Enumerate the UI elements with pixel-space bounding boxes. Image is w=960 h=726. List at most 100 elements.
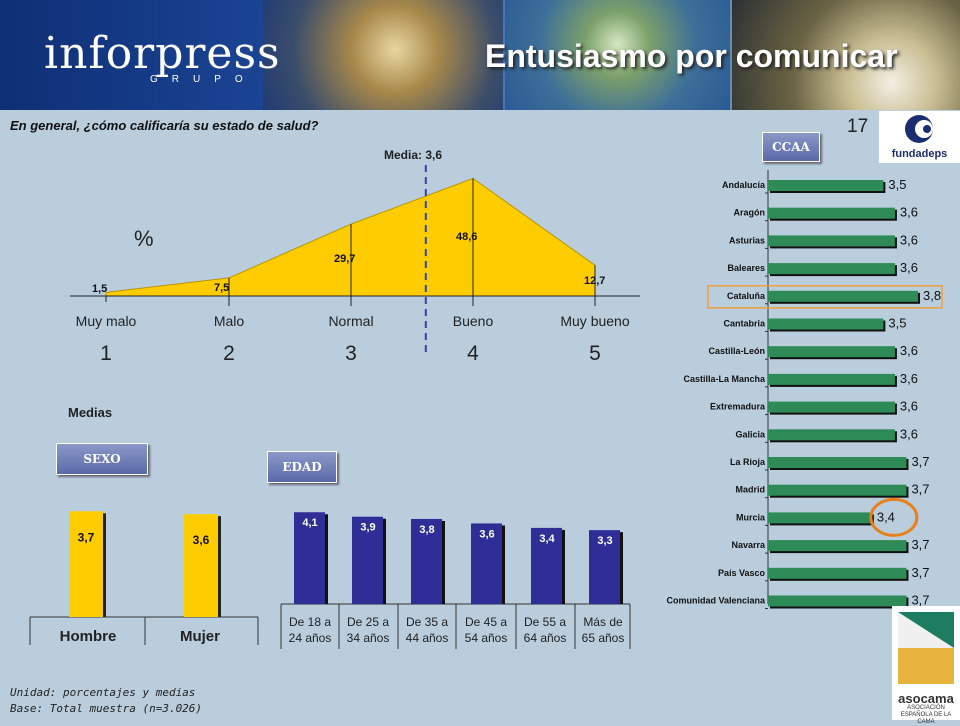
ccaa-category-label: Castilla-León [708, 346, 765, 356]
header-photo-seedling-1 [263, 0, 503, 110]
area-category-label: Bueno [453, 313, 494, 329]
edad-category-label: Más de [583, 615, 623, 629]
header-banner: inforpress GRUPO Entusiasmo por comunica… [0, 0, 960, 110]
edad-value-label: 4,1 [302, 517, 317, 529]
edad-bar [352, 516, 383, 604]
area-score-label: 5 [589, 342, 601, 365]
area-category-label: Normal [328, 313, 373, 329]
mean-label: Media: 3,6 [384, 148, 442, 162]
question-text: En general, ¿cómo calificaría su estado … [10, 118, 319, 133]
ccaa-value-label: 3,6 [900, 260, 918, 275]
ccaa-category-label: Cantabria [723, 319, 766, 329]
asocama-logo-mark [898, 612, 954, 684]
ccaa-bar [768, 567, 907, 579]
edad-category-label: De 45 a [465, 615, 507, 629]
ccaa-value-label: 3,6 [900, 426, 918, 441]
area-value-label: 1,5 [92, 283, 107, 295]
ccaa-value-label: 3,7 [911, 482, 929, 497]
ccaa-bar [768, 595, 907, 607]
ccaa-value-label: 3,6 [900, 343, 918, 358]
ccaa-bar [768, 484, 907, 496]
sexo-value-label: 3,7 [78, 530, 95, 544]
edad-value-label: 3,9 [360, 522, 375, 534]
area-category-label: Muy bueno [560, 313, 629, 329]
ccaa-value-label: 3,6 [900, 399, 918, 414]
ccaa-value-label: 3,7 [911, 565, 929, 580]
ccaa-value-label: 3,7 [911, 593, 929, 608]
footer-unit: Unidad: porcentajes y medias [10, 686, 196, 699]
area-value-label: 29,7 [334, 253, 355, 265]
ccaa-button[interactable]: CCAA [762, 132, 820, 162]
ccaa-bar [768, 540, 907, 552]
ccaa-category-label: La Rioja [730, 457, 766, 467]
ccaa-value-label: 3,4 [877, 509, 895, 524]
page-title: Entusiasmo por comunicar [485, 38, 898, 74]
edad-category-label: De 55 a [524, 615, 566, 629]
ccaa-category-label: Galicia [735, 429, 766, 439]
ccaa-category-label: Andalucía [722, 180, 766, 190]
ccaa-value-label: 3,7 [911, 537, 929, 552]
ccaa-category-label: Castilla-La Mancha [683, 374, 766, 384]
edad-value-label: 3,3 [597, 535, 612, 547]
asocama-logo-text: asocama [898, 691, 954, 706]
ccaa-value-label: 3,5 [888, 177, 906, 192]
asocama-logo-subtitle: ASOCIACIÓN ESPAÑOLA DE LA CAMA [900, 705, 952, 725]
area-y-label: % [134, 226, 154, 251]
edad-category-label: 64 años [524, 631, 567, 645]
page-number: 17 [847, 116, 869, 137]
inforpress-logo: inforpress [44, 28, 281, 79]
edad-value-label: 3,4 [539, 533, 555, 545]
ccaa-category-label: Asturias [729, 235, 765, 245]
ccaa-bar [768, 429, 895, 441]
edad-category-label: De 35 a [406, 615, 448, 629]
area-value-label: 12,7 [584, 275, 605, 287]
sexo-button[interactable]: SEXO [56, 443, 148, 475]
ccaa-bar [768, 373, 895, 385]
fundadeps-logo: fundadeps [879, 111, 960, 163]
edad-button[interactable]: EDAD [267, 451, 337, 483]
edad-value-label: 3,8 [419, 524, 434, 536]
edad-bar [531, 527, 562, 604]
ccaa-value-label: 3,6 [900, 232, 918, 247]
ccaa-value-label: 3,8 [923, 288, 941, 303]
area-value-label: 7,5 [214, 282, 229, 294]
asocama-logo: asocama ASOCIACIÓN ESPAÑOLA DE LA CAMA [892, 606, 960, 725]
ccaa-bar [768, 235, 895, 247]
medias-label: Medias [68, 405, 113, 420]
ccaa-bar [768, 318, 884, 330]
ccaa-value-label: 3,5 [888, 316, 906, 331]
ccaa-category-label: Murcia [736, 512, 766, 522]
inforpress-logo-sub: GRUPO [150, 74, 257, 85]
area-value-label: 48,6 [456, 231, 477, 243]
ccaa-bar [768, 290, 918, 302]
edad-category-label: 54 años [465, 631, 508, 645]
area-score-label: 4 [467, 342, 479, 365]
area-score-label: 1 [100, 342, 112, 365]
edad-bar [471, 523, 502, 604]
edad-bar [589, 530, 620, 604]
edad-category-label: 34 años [347, 631, 390, 645]
edad-category-label: De 25 a [347, 615, 389, 629]
ccaa-bar [768, 263, 895, 275]
ccaa-highlight-circle [869, 497, 919, 537]
ccaa-category-label: Extremadura [710, 402, 766, 412]
fundadeps-logo-text: fundadeps [891, 148, 948, 160]
area-category-label: Malo [214, 313, 245, 329]
area-score-label: 2 [223, 342, 235, 365]
ccaa-category-label: País Vasco [718, 568, 766, 578]
ccaa-bar [768, 401, 895, 413]
ccaa-value-label: 3,6 [900, 371, 918, 386]
edad-value-label: 3,6 [479, 528, 494, 540]
ccaa-category-label: Comunidad Valenciana [666, 596, 766, 606]
sexo-bar [69, 511, 103, 617]
sexo-value-label: 3,6 [193, 533, 210, 547]
ccaa-bar [768, 180, 884, 191]
ccaa-category-label: Madrid [735, 485, 765, 495]
ccaa-category-label: Navarra [731, 540, 766, 550]
sexo-bar [184, 514, 218, 617]
footer-base: Base: Total muestra (n=3.026) [10, 702, 203, 715]
ccaa-category-label: Aragón [734, 208, 766, 218]
edad-category-label: 65 años [582, 631, 625, 645]
ccaa-value-label: 3,7 [911, 454, 929, 469]
